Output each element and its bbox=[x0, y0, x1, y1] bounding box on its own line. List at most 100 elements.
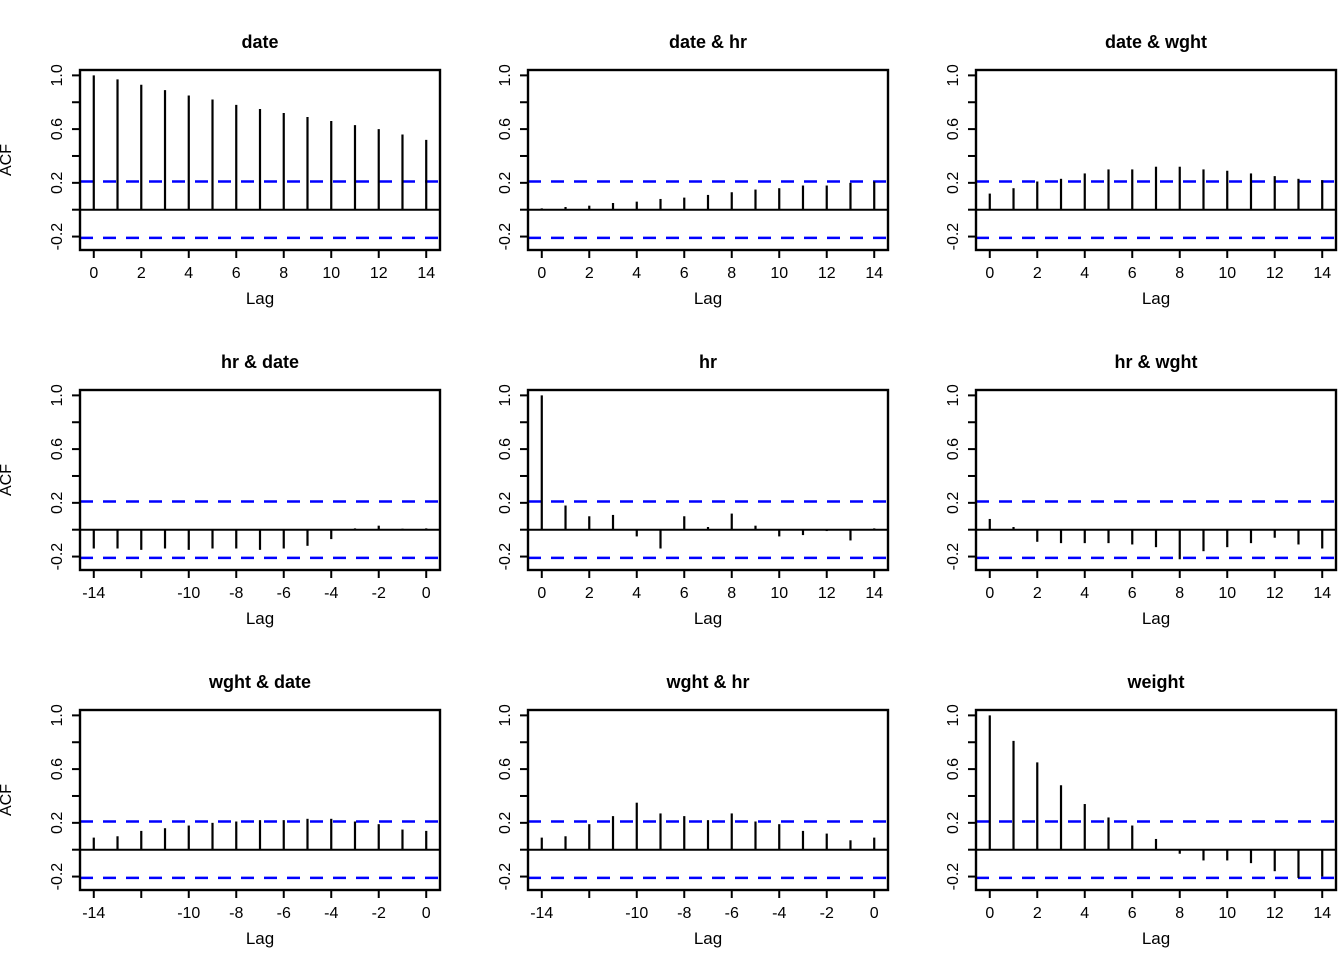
y-tick-label: -0.2 bbox=[497, 543, 514, 571]
x-tick-label: 8 bbox=[279, 265, 288, 282]
acf-bars bbox=[988, 715, 1324, 878]
y-tick-label: 0.2 bbox=[497, 812, 514, 834]
acf-panel-wght-date: -0.2 0.2 0.6 1.0 -14 -10 -8 -6 -4 -2 0 wght & date L… bbox=[0, 640, 448, 960]
x-axis-label: Lag bbox=[246, 929, 274, 948]
x-tick-label: 0 bbox=[537, 585, 546, 602]
y-tick-label: -0.2 bbox=[497, 223, 514, 251]
plot-box bbox=[526, 68, 890, 252]
x-tick-label: 10 bbox=[770, 585, 788, 602]
x-tick-label: 12 bbox=[1266, 905, 1284, 922]
y-tick-label: 0.6 bbox=[945, 118, 962, 140]
plot-box bbox=[78, 708, 442, 892]
x-tick-label: 0 bbox=[985, 905, 994, 922]
x-tick-label: -2 bbox=[372, 905, 386, 922]
x-tick-label: 6 bbox=[232, 265, 241, 282]
panel-title: hr & wght bbox=[1115, 352, 1198, 372]
acf-bars bbox=[988, 166, 1324, 210]
x-tick-label: 4 bbox=[632, 265, 641, 282]
x-tick-label: 4 bbox=[184, 265, 193, 282]
x-tick-label: 6 bbox=[1128, 265, 1137, 282]
acf-bars bbox=[92, 818, 428, 850]
x-tick-label: 0 bbox=[985, 585, 994, 602]
acf-bars bbox=[92, 75, 428, 210]
y-axis-label: ACF bbox=[0, 464, 15, 496]
y-tick-label: 0.6 bbox=[49, 118, 66, 140]
x-tick-label: 14 bbox=[865, 585, 883, 602]
y-tick-label: -0.2 bbox=[49, 543, 66, 571]
x-tick-label: -14 bbox=[82, 585, 105, 602]
x-tick-label: 12 bbox=[1266, 585, 1284, 602]
y-tick-label: 1.0 bbox=[945, 384, 962, 406]
x-axis-label: Lag bbox=[246, 609, 274, 628]
y-tick-label: 1.0 bbox=[49, 384, 66, 406]
acf-panel-weight: -0.2 0.2 0.6 1.0 0 2 4 6 8 10 12 14 weight Lag bbox=[896, 640, 1344, 960]
y-tick-label: 0.2 bbox=[497, 492, 514, 514]
x-axis-label: Lag bbox=[694, 929, 722, 948]
x-axis-label: Lag bbox=[694, 289, 722, 308]
x-tick-label: -8 bbox=[677, 905, 691, 922]
plot-box bbox=[526, 388, 890, 572]
x-tick-label: -14 bbox=[82, 905, 105, 922]
panel-title: hr bbox=[699, 352, 717, 372]
y-tick-label: -0.2 bbox=[49, 863, 66, 891]
x-tick-label: 10 bbox=[1218, 265, 1236, 282]
x-tick-label: 6 bbox=[680, 585, 689, 602]
panel-title: date & wght bbox=[1105, 32, 1207, 52]
plot-box bbox=[974, 388, 1338, 572]
panel-title: weight bbox=[1127, 672, 1185, 692]
x-tick-label: 8 bbox=[727, 585, 736, 602]
acf-panel-date-wght: -0.2 0.2 0.6 1.0 0 2 4 6 8 10 12 14 date & wght Lag bbox=[896, 0, 1344, 320]
acf-plot-wght-hr: -0.2 0.2 0.6 1.0 -14 -10 -8 -6 -4 -2 0 wght & hr Lag bbox=[497, 672, 890, 948]
y-tick-label: 0.6 bbox=[945, 758, 962, 780]
x-tick-label: -6 bbox=[277, 905, 291, 922]
acf-bars bbox=[540, 181, 876, 210]
x-tick-label: 4 bbox=[1080, 265, 1089, 282]
x-axis-label: Lag bbox=[1142, 289, 1170, 308]
x-tick-label: 2 bbox=[585, 585, 594, 602]
x-tick-label: 2 bbox=[1033, 905, 1042, 922]
x-tick-label: 0 bbox=[89, 265, 98, 282]
x-tick-label: 2 bbox=[1033, 265, 1042, 282]
x-tick-label: 0 bbox=[422, 585, 431, 602]
y-tick-label: 0.2 bbox=[49, 492, 66, 514]
x-tick-label: -8 bbox=[229, 905, 243, 922]
plot-box bbox=[974, 708, 1338, 892]
acf-bars bbox=[988, 518, 1324, 560]
x-tick-label: -14 bbox=[530, 905, 553, 922]
y-tick-label: 1.0 bbox=[497, 384, 514, 406]
acf-plot-hr-date: -0.2 0.2 0.6 1.0 -14 -10 -8 -6 -4 -2 0 hr & date Lag… bbox=[0, 352, 442, 628]
acf-plot-weight: -0.2 0.2 0.6 1.0 0 2 4 6 8 10 12 14 weight Lag bbox=[945, 672, 1338, 948]
acf-bars bbox=[540, 802, 876, 850]
panel-title: date bbox=[241, 32, 278, 52]
x-tick-label: 12 bbox=[818, 585, 836, 602]
y-tick-label: 0.6 bbox=[497, 758, 514, 780]
y-tick-label: -0.2 bbox=[945, 863, 962, 891]
acf-plot-date-wght: -0.2 0.2 0.6 1.0 0 2 4 6 8 10 12 14 date & wght Lag bbox=[945, 32, 1338, 308]
panel-title: wght & hr bbox=[666, 672, 750, 692]
acf-plot-hr: -0.2 0.2 0.6 1.0 0 2 4 6 8 10 12 14 hr Lag bbox=[497, 352, 890, 628]
y-tick-label: 0.2 bbox=[497, 172, 514, 194]
y-tick-label: -0.2 bbox=[49, 223, 66, 251]
y-tick-label: 1.0 bbox=[49, 64, 66, 86]
x-axis-label: Lag bbox=[1142, 929, 1170, 948]
x-tick-label: 4 bbox=[1080, 585, 1089, 602]
x-tick-label: 6 bbox=[1128, 585, 1137, 602]
y-tick-label: -0.2 bbox=[945, 543, 962, 571]
x-tick-label: 10 bbox=[1218, 585, 1236, 602]
y-axis-label: ACF bbox=[0, 144, 15, 176]
x-tick-label: 2 bbox=[585, 265, 594, 282]
x-tick-label: 14 bbox=[1313, 585, 1331, 602]
x-tick-label: 0 bbox=[870, 905, 879, 922]
y-tick-label: 0.6 bbox=[497, 438, 514, 460]
acf-bars bbox=[540, 395, 876, 549]
x-tick-label: -4 bbox=[772, 905, 786, 922]
acf-plot-hr-wght: -0.2 0.2 0.6 1.0 0 2 4 6 8 10 12 14 hr & wght Lag bbox=[945, 352, 1338, 628]
x-axis-label: Lag bbox=[246, 289, 274, 308]
acf-panel-hr-wght: -0.2 0.2 0.6 1.0 0 2 4 6 8 10 12 14 hr & wght Lag bbox=[896, 320, 1344, 640]
x-tick-label: -6 bbox=[277, 585, 291, 602]
x-tick-label: 0 bbox=[422, 905, 431, 922]
acf-panel-wght-hr: -0.2 0.2 0.6 1.0 -14 -10 -8 -6 -4 -2 0 wght & hr Lag bbox=[448, 640, 896, 960]
x-tick-label: 10 bbox=[770, 265, 788, 282]
